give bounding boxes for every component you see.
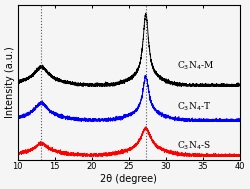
Text: C$_3$N$_4$-M: C$_3$N$_4$-M [177,60,214,72]
Y-axis label: Intensity (a.u.): Intensity (a.u.) [5,46,15,118]
X-axis label: 2θ (degree): 2θ (degree) [100,174,157,184]
Text: C$_3$N$_4$-S: C$_3$N$_4$-S [177,140,211,152]
Text: C$_3$N$_4$-T: C$_3$N$_4$-T [177,101,211,113]
